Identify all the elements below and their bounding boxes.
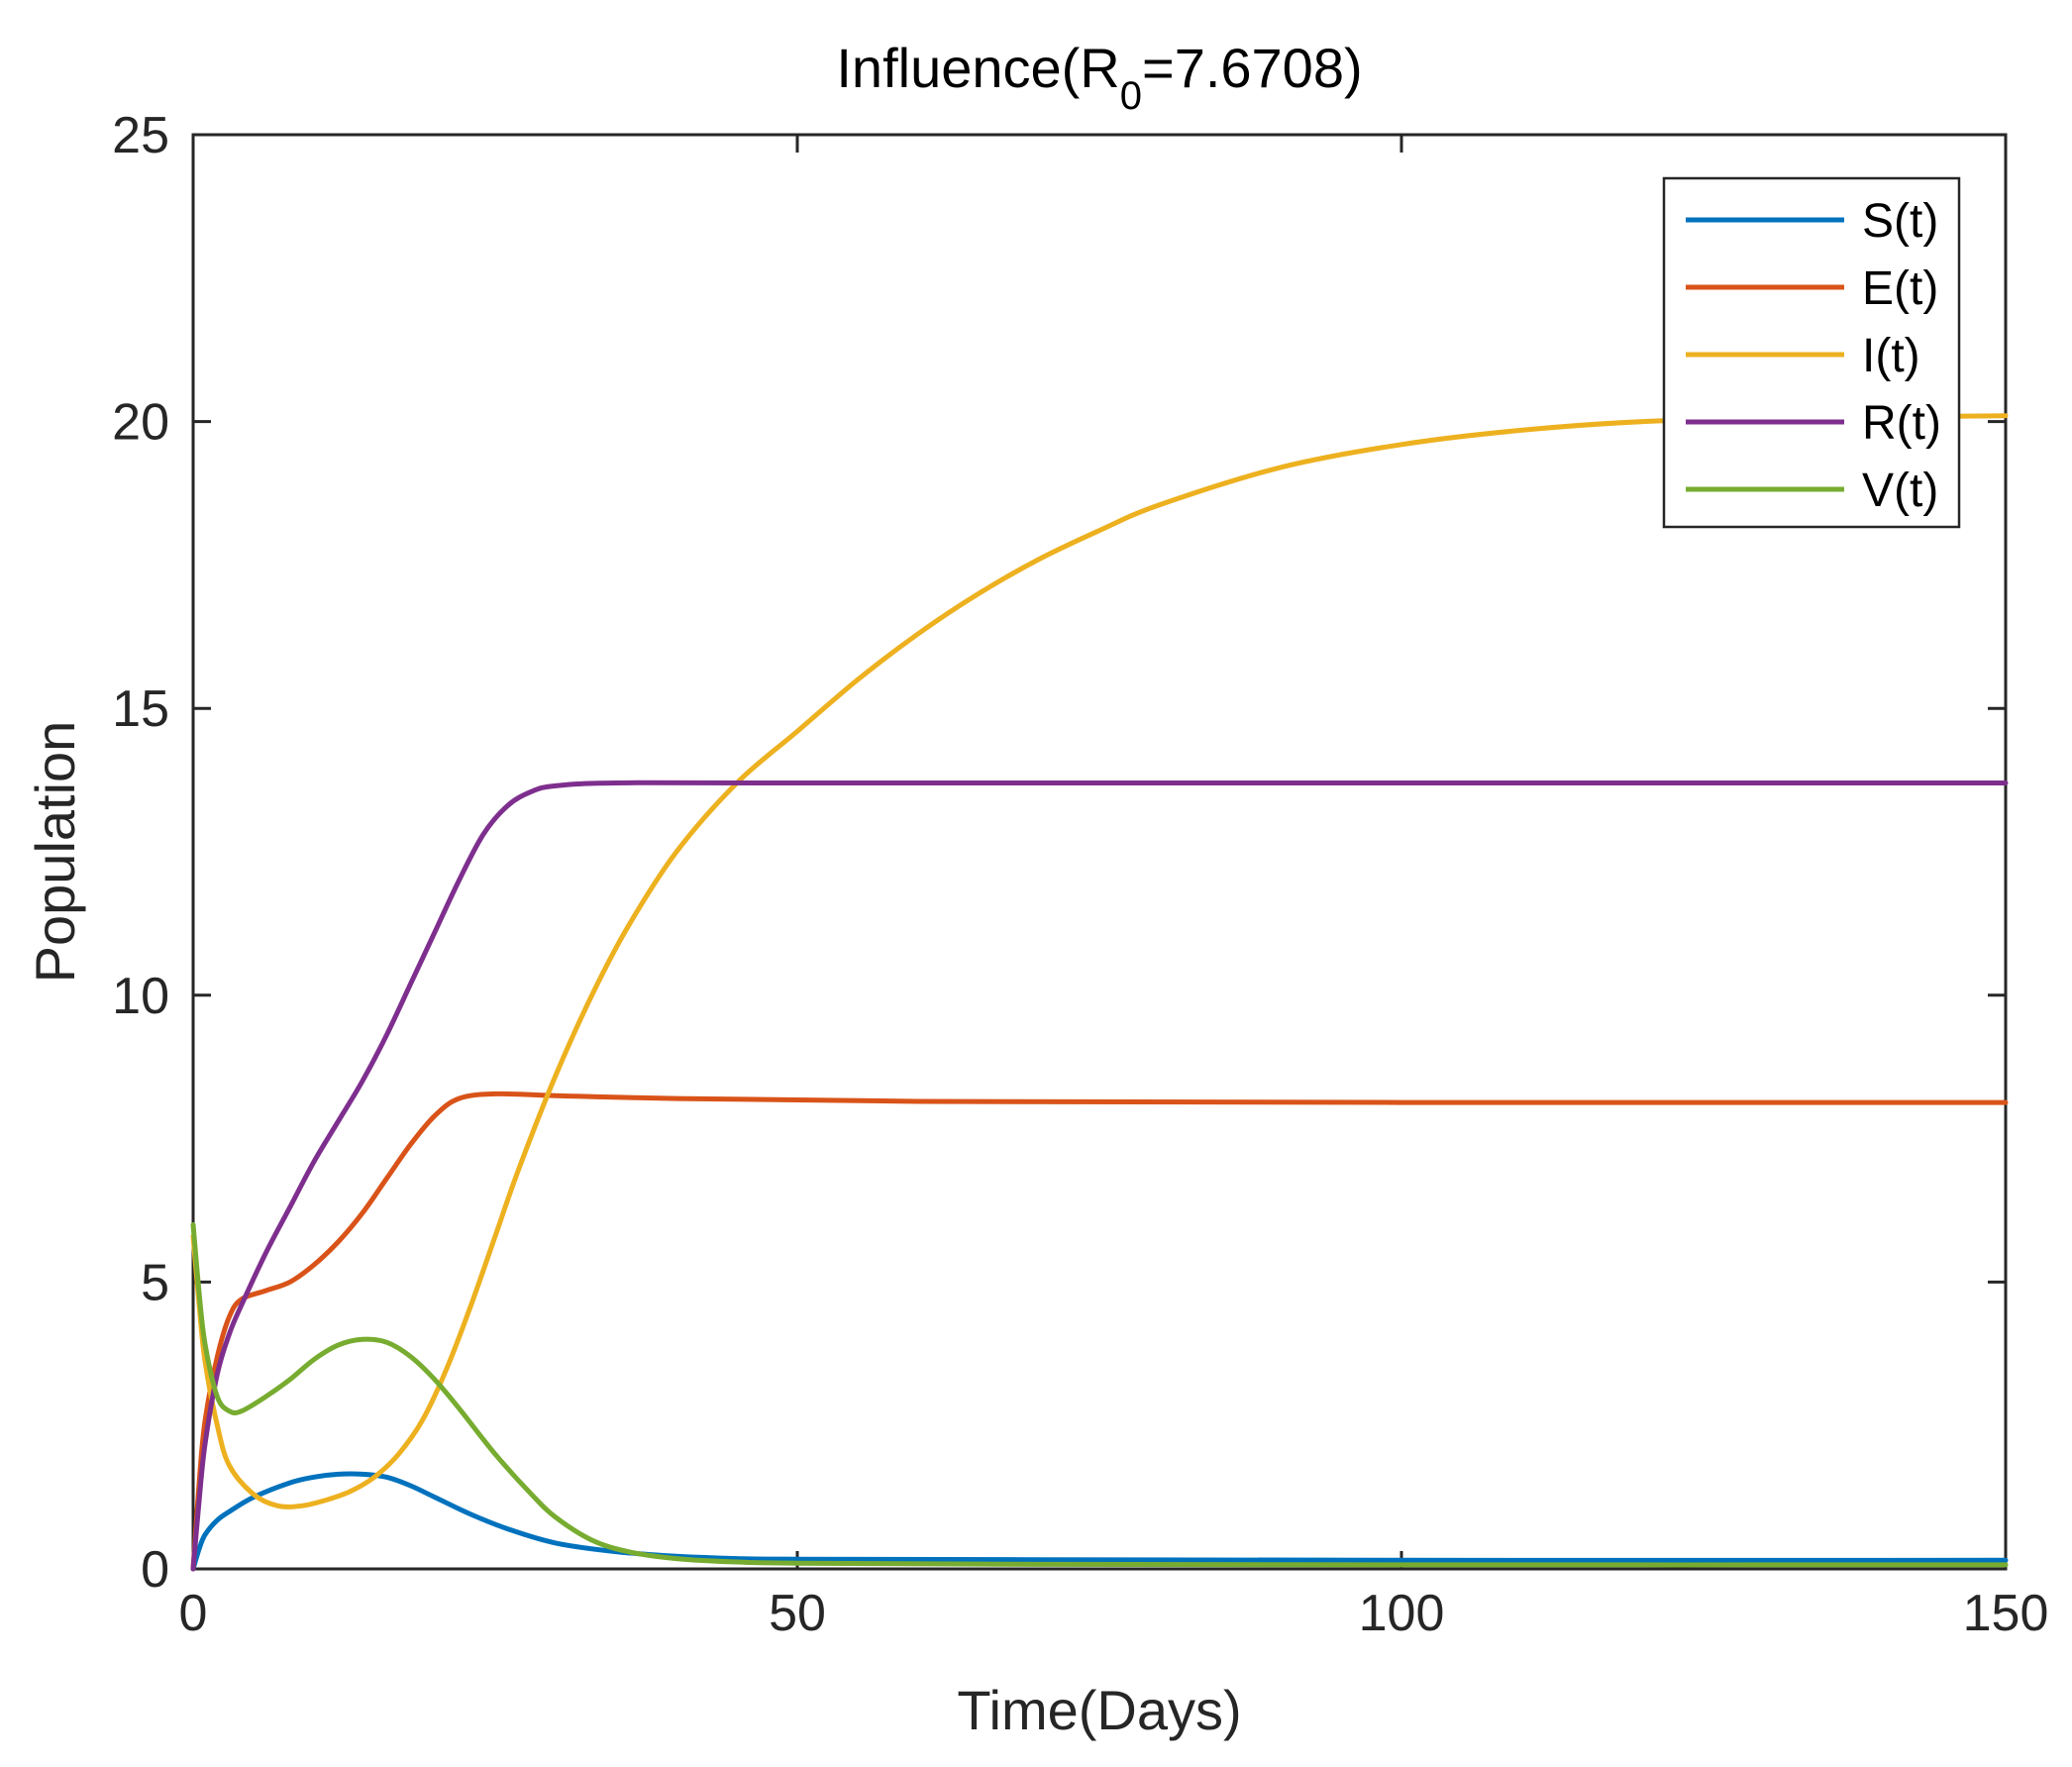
y-tick-label: 0	[141, 1541, 169, 1599]
legend-label-vt: V(t)	[1862, 465, 1938, 517]
legend: S(t) E(t) I(t) R(t) V(t)	[1662, 176, 1961, 529]
chart-title: Influence(R0=7.6708)	[836, 37, 1362, 118]
x-tick-label: 50	[769, 1585, 826, 1642]
chart-title-prefix: Influence(R	[836, 37, 1119, 99]
x-tick-label: 100	[1359, 1585, 1445, 1642]
legend-label-st: S(t)	[1862, 195, 1938, 248]
series-line-et	[190, 1091, 2009, 1572]
y-tick-label: 20	[112, 394, 169, 452]
y-tick-label: 25	[112, 107, 169, 164]
y-tick-label: 10	[112, 968, 169, 1025]
x-tick-label: 150	[1963, 1585, 2049, 1642]
chart-title-subscript: 0	[1120, 74, 1142, 118]
series-line-vt	[190, 1222, 2009, 1568]
x-axis-label: Time(Days)	[957, 1679, 1241, 1741]
legend-label-et: E(t)	[1862, 262, 1938, 315]
chart-title-suffix: =7.6708)	[1142, 37, 1363, 99]
series-line-it	[190, 413, 2009, 1509]
series-line-rt	[190, 780, 2009, 1572]
x-tick-label: 0	[179, 1585, 208, 1642]
series-line-st	[190, 1471, 2009, 1572]
y-tick-label: 5	[141, 1254, 169, 1311]
legend-label-it: I(t)	[1862, 330, 1920, 382]
legend-label-rt: R(t)	[1862, 397, 1941, 450]
y-tick-label: 15	[112, 680, 169, 738]
y-axis-label: Population	[24, 721, 86, 984]
series-lines	[190, 413, 2009, 1572]
